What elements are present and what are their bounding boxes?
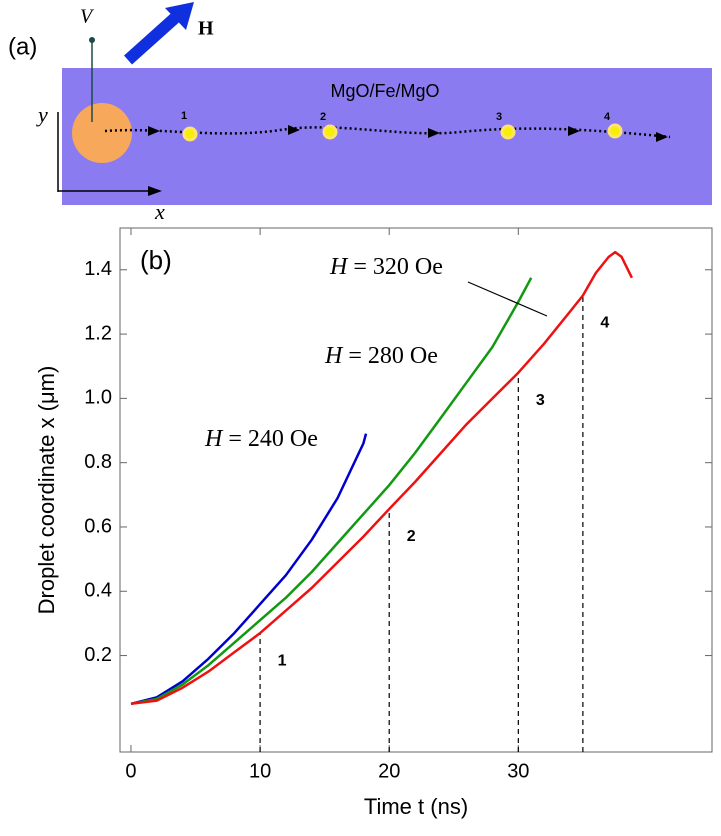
marker-label: 3 [536, 392, 545, 409]
position-label: 4 [604, 111, 611, 123]
panel-label: (b) [140, 245, 172, 275]
series-line [130, 250, 634, 706]
axis-y-label: y [36, 102, 48, 127]
legend-rest: = 320 Oe [347, 254, 443, 280]
y-axis-title: Droplet coordinate x (μm) [34, 366, 59, 615]
trajectory [104, 126, 671, 139]
field-arrow [123, 12, 181, 65]
legend-symbol: H [324, 343, 344, 369]
marker-label: 1 [278, 652, 287, 669]
marker-label: 4 [600, 315, 609, 332]
position-label: 1 [181, 110, 187, 122]
legend-symbol: H [204, 426, 224, 452]
marker-label: 2 [407, 528, 416, 545]
y-tick-label: 0.6 [84, 515, 112, 537]
contact [72, 103, 132, 163]
legend-label: H = 240 Oe [204, 426, 318, 452]
y-tick-label: 0.8 [84, 451, 112, 473]
y-tick-label: 1.2 [84, 322, 112, 344]
series-line [130, 277, 533, 706]
trajectory-arrows [148, 125, 668, 142]
x-tick-label: 10 [249, 760, 271, 782]
film [62, 68, 712, 205]
axis-x-label: x [154, 199, 165, 224]
position-label: 3 [496, 111, 502, 123]
voltage-label: V [80, 6, 95, 28]
field-label: H [198, 18, 214, 40]
legend-symbol: H [329, 254, 349, 280]
x-tick-label: 0 [125, 760, 136, 782]
legend-rest: = 240 Oe [222, 426, 318, 452]
plot-frame [119, 227, 713, 753]
position-label: 2 [320, 111, 326, 123]
leader-line [467, 281, 548, 317]
y-tick-label: 1.4 [84, 258, 112, 280]
y-tick-label: 0.2 [84, 644, 112, 666]
x-tick-label: 30 [507, 760, 529, 782]
legend-label: H = 320 Oe [329, 254, 443, 280]
probe-tip [89, 37, 95, 43]
droplets [182, 123, 623, 142]
legend-label: H = 280 Oe [324, 343, 438, 369]
y-tick-label: 0.4 [84, 580, 112, 602]
panel-label: (a) [8, 33, 37, 60]
x-tick-label: 20 [378, 760, 400, 782]
x-axis-title: Time t (ns) [364, 794, 468, 819]
y-tick-label: 1.0 [84, 387, 112, 409]
layer-label: MgO/Fe/MgO [330, 81, 439, 101]
legend-rest: = 280 Oe [342, 343, 438, 369]
field-arrowhead [165, 2, 194, 30]
series-line [130, 433, 368, 706]
x-arrowhead [148, 186, 162, 196]
